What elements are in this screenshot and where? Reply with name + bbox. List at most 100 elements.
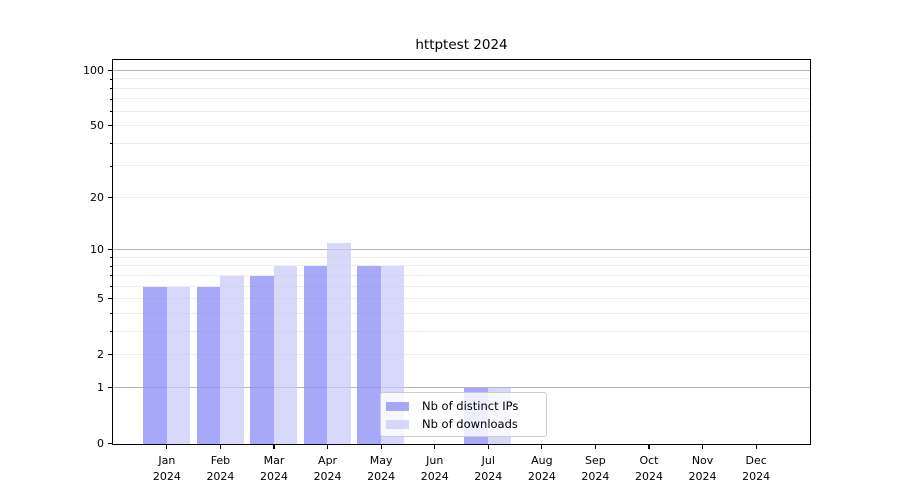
x-tick-label-jun: Jun 2024 [407,453,463,484]
minor-gridline-50 [113,125,810,127]
x-tick-month: Nov [691,454,714,467]
chart-title: httptest 2024 [415,37,508,53]
x-tick-may [380,445,382,449]
minor-gridline-30 [113,165,810,167]
y-tick-1 [108,387,113,389]
x-tick-month: Dec [745,454,767,467]
major-gridline-1 [113,386,810,388]
x-tick-sep [594,445,596,449]
x-tick-month: Aug [531,454,553,467]
x-tick-year: 2024 [742,469,771,483]
y-tick-10 [108,249,113,251]
bar-feb-nb-of-downloads [220,275,244,444]
bar-feb-nb-of-distinct-ips [196,286,221,444]
x-tick-label-jan: Jan 2024 [139,453,195,484]
x-tick-year: 2024 [313,469,342,483]
legend-row-nb-of-downloads: Nb of downloads [381,415,546,433]
y-minor-tick-30 [110,165,113,167]
x-tick-year: 2024 [260,469,288,483]
x-tick-mar [273,445,275,449]
y-tick-50 [108,125,113,127]
x-tick-label-may: May 2024 [353,453,409,484]
y-minor-tick-3 [110,331,113,333]
y-minor-tick-40 [110,142,113,144]
y-minor-tick-60 [110,110,113,112]
bar-may-nb-of-distinct-ips [357,266,381,444]
legend-row-nb-of-distinct-ips: Nb of distinct IPs [381,397,546,415]
legend-label-nb-of-distinct-ips: Nb of distinct IPs [422,399,519,413]
x-tick-label-nov: Nov 2024 [675,453,731,484]
major-gridline-100 [113,69,810,71]
y-tick-label-10: 10 [90,243,104,257]
y-tick-label-50: 50 [90,119,104,133]
bar-mar-nb-of-downloads [273,266,298,444]
bar-jan-nb-of-downloads [166,286,191,444]
x-tick-dec [755,445,757,449]
y-minor-tick-6 [110,285,113,287]
minor-gridline-8 [113,265,810,267]
minor-gridline-70 [113,98,810,100]
x-tick-year: 2024 [634,469,663,483]
bar-apr-nb-of-downloads [327,243,351,444]
y-minor-tick-9 [110,257,113,259]
bar-jan-nb-of-distinct-ips [143,286,167,444]
x-tick-year: 2024 [206,469,235,483]
x-tick-month: Mar [263,454,285,467]
x-tick-feb [219,445,222,449]
y-tick-0 [108,443,113,445]
x-tick-jun [434,445,436,449]
y-tick-label-5: 5 [97,292,104,306]
x-tick-year: 2024 [367,469,396,483]
y-minor-tick-7 [110,275,113,277]
y-tick-label-20: 20 [90,191,104,205]
x-tick-label-apr: Apr 2024 [300,453,356,484]
minor-gridline-5 [113,298,810,300]
x-tick-year: 2024 [420,469,449,483]
x-tick-month: May [369,454,393,467]
x-tick-jul [487,445,489,449]
x-tick-month: Jun [426,454,444,467]
y-tick-2 [108,354,113,356]
minor-gridline-3 [113,330,810,332]
x-tick-label-jul: Jul 2024 [460,453,516,484]
x-tick-label-oct: Oct 2024 [621,453,677,484]
legend-swatch-nb-of-distinct-ips [386,401,409,411]
x-tick-year: 2024 [152,469,181,483]
x-tick-label-feb: Feb 2024 [192,453,248,484]
legend-swatch-nb-of-downloads [386,419,409,429]
x-tick-aug [541,445,543,449]
y-tick-label-100: 100 [83,64,104,78]
minor-gridline-40 [113,142,810,144]
x-tick-month: Jul [481,454,495,467]
x-tick-month: Feb [210,454,231,467]
minor-gridline-9 [113,256,810,258]
minor-gridline-60 [113,110,810,112]
x-tick-year: 2024 [527,469,556,483]
bar-apr-nb-of-distinct-ips [303,266,328,444]
minor-gridline-7 [113,274,810,276]
y-minor-tick-8 [110,265,113,267]
minor-gridline-20 [113,196,810,198]
x-tick-month: Apr [318,454,338,467]
x-tick-jan [166,445,168,449]
plot-area [112,59,811,445]
minor-gridline-6 [113,285,810,287]
x-tick-label-aug: Aug 2024 [514,453,570,484]
x-tick-label-sep: Sep 2024 [567,453,623,484]
y-tick-5 [108,298,113,300]
major-gridline-10 [113,249,810,251]
x-tick-label-mar: Mar 2024 [246,453,302,484]
y-tick-label-2: 2 [97,348,104,362]
x-tick-year: 2024 [688,469,717,483]
minor-gridline-80 [113,87,810,89]
y-tick-20 [108,196,113,199]
x-tick-label-dec: Dec 2024 [728,453,784,484]
y-tick-label-0: 0 [97,437,104,451]
x-tick-year: 2024 [581,469,610,483]
y-tick-label-1: 1 [97,381,104,395]
x-tick-year: 2024 [474,469,503,483]
minor-gridline-2 [113,354,810,356]
x-tick-month: Sep [585,454,606,467]
y-minor-tick-70 [110,98,113,100]
